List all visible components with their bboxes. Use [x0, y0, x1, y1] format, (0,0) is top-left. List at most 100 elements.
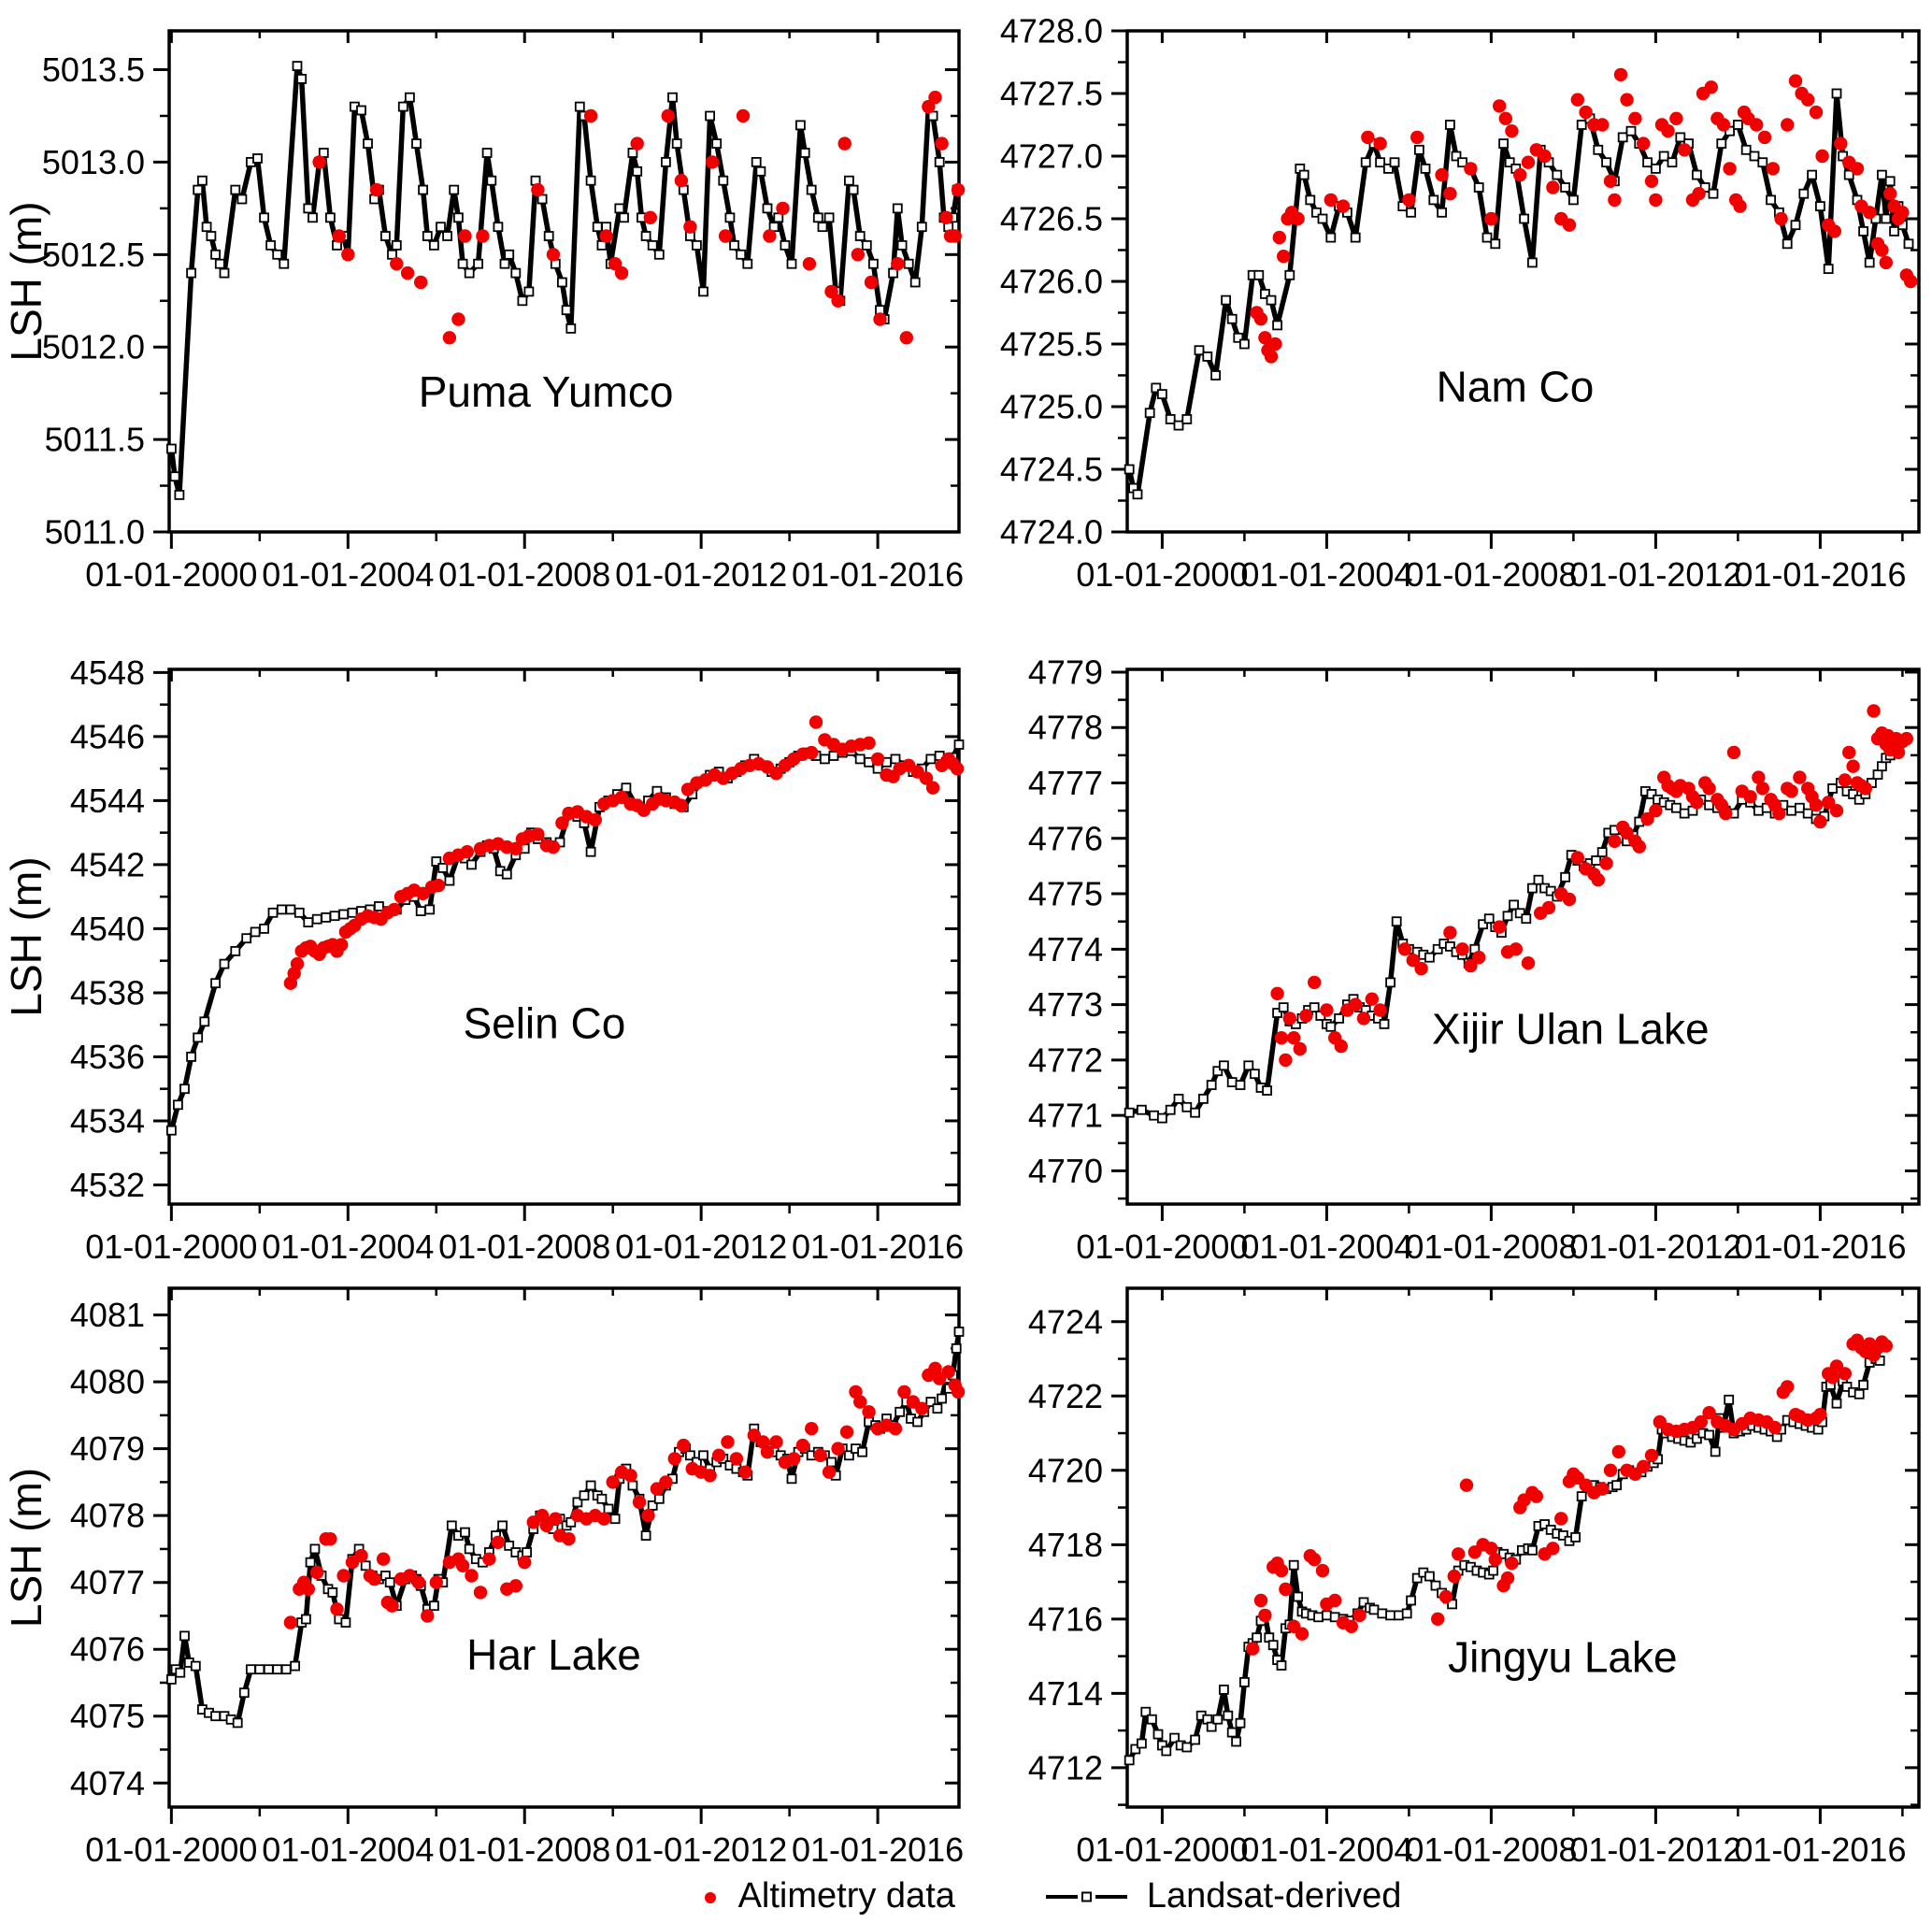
altimetry-point: [1431, 1612, 1445, 1626]
landsat-marker: [391, 239, 402, 251]
landsat-marker: [1601, 157, 1611, 168]
altimetry-point: [411, 1575, 426, 1589]
altimetry-point: [1781, 1380, 1795, 1394]
y-axis-title: LSH (m): [2, 201, 50, 361]
y-tick-label: 4727.5: [1000, 75, 1103, 113]
landsat-marker: [363, 138, 373, 150]
y-tick-label: 4536: [70, 1038, 145, 1076]
landsat-marker: [786, 258, 797, 269]
landsat-marker: [1708, 188, 1719, 199]
altimetry-point: [950, 762, 965, 776]
landsat-marker: [1226, 313, 1238, 324]
altimetry-point: [1620, 93, 1634, 107]
altimetry-point: [1875, 243, 1889, 257]
landsat-marker: [1802, 808, 1813, 819]
x-tick-label: 01-01-2012: [615, 555, 787, 594]
altimetry-point: [667, 1452, 681, 1466]
y-tick-label: 4540: [70, 910, 145, 948]
landsat-marker: [1406, 207, 1417, 218]
landsat-marker: [473, 258, 484, 269]
altimetry-point: [1822, 796, 1836, 810]
y-tick-label: 4720: [1028, 1451, 1103, 1489]
legend-item-altimetry: Altimetry data: [699, 1876, 955, 1916]
altimetry-point: [1513, 167, 1527, 182]
landsat-marker: [169, 471, 180, 482]
altimetry-point: [473, 1586, 488, 1600]
altimetry-point: [1644, 1448, 1659, 1463]
plot-xijir-ulan-lake: 01-01-200001-01-200401-01-200801-01-2012…: [1028, 653, 1921, 1266]
axes-group: 01-01-200001-01-200401-01-200801-01-2012…: [1028, 653, 1921, 1266]
altimetry-point: [641, 1509, 655, 1523]
lake-title: Selin Co: [463, 999, 625, 1048]
landsat-marker: [1823, 264, 1834, 275]
landsat-marker: [1334, 1012, 1345, 1024]
altimetry-series: [312, 91, 966, 345]
landsat-marker: [1509, 899, 1519, 911]
altimetry-point: [1277, 250, 1291, 264]
x-tick-label: 01-01-2016: [1734, 555, 1906, 594]
altimetry-point: [1733, 199, 1747, 213]
landsat-marker: [263, 1664, 274, 1675]
landsat-marker: [909, 277, 921, 288]
altimetry-point: [1320, 1003, 1334, 1017]
x-tick-label: 01-01-2008: [438, 1227, 610, 1266]
altimetry-point: [1452, 1547, 1466, 1561]
landsat-marker: [1576, 120, 1587, 130]
landsat-marker: [854, 753, 866, 765]
landsat-marker: [1428, 194, 1439, 206]
altimetry-point: [1414, 961, 1428, 976]
altimetry-point: [897, 1385, 911, 1399]
x-tick-label: 01-01-2004: [1240, 1227, 1412, 1266]
landsat-marker: [165, 1673, 177, 1685]
landsat-marker: [1473, 182, 1484, 193]
landsat-marker: [806, 184, 817, 195]
landsat-marker: [1877, 169, 1887, 180]
altimetry-point: [1611, 1444, 1625, 1459]
landsat-marker: [1358, 1597, 1369, 1608]
landsat-marker: [504, 1540, 515, 1551]
landsat-marker: [1704, 1429, 1714, 1441]
landsat-marker: [1223, 1710, 1234, 1721]
altimetry-point: [928, 91, 942, 105]
altimetry-point: [1315, 1563, 1330, 1578]
altimetry-point: [1562, 892, 1577, 907]
landsat-marker: [1786, 805, 1796, 816]
landsat-marker: [259, 923, 270, 934]
lake-title: Jingyu Lake: [1448, 1633, 1678, 1682]
altimetry-point: [1879, 1339, 1893, 1353]
landsat-marker: [279, 258, 290, 269]
landsat-marker: [201, 222, 212, 233]
altimetry-point: [562, 1532, 576, 1546]
landsat-marker: [1181, 413, 1193, 424]
landsat-marker: [272, 249, 283, 260]
landsat-marker: [861, 239, 872, 251]
landsat-marker: [603, 1503, 614, 1514]
landsat-marker: [647, 1500, 658, 1511]
altimetry-point: [711, 1448, 726, 1462]
altimetry-point: [939, 210, 953, 224]
landsat-marker: [1424, 1571, 1435, 1582]
altimetry-point: [915, 1401, 929, 1415]
altimetry-series: [1246, 1333, 1893, 1656]
landsat-marker: [1733, 120, 1743, 130]
altimetry-point: [1766, 162, 1780, 176]
landsat-marker: [1132, 489, 1143, 500]
landsat-marker: [1218, 1684, 1229, 1695]
landsat-marker: [1317, 213, 1328, 224]
landsat-marker: [1181, 1742, 1193, 1753]
altimetry-series: [283, 715, 965, 990]
landsat-marker: [424, 904, 436, 915]
altimetry-point: [1774, 211, 1788, 226]
altimetry-point: [1334, 1039, 1348, 1054]
altimetry-point: [546, 248, 561, 262]
altimetry-point: [1258, 1608, 1272, 1623]
landsat-marker: [1140, 1706, 1152, 1717]
landsat-marker: [411, 138, 422, 150]
landsat-marker: [1221, 294, 1232, 306]
x-tick-label: 01-01-2012: [1569, 1227, 1741, 1266]
landsat-marker: [828, 751, 839, 761]
altimetry-point: [1279, 1582, 1293, 1597]
landsat-marker: [890, 753, 901, 765]
landsat-marker: [1841, 1382, 1853, 1392]
